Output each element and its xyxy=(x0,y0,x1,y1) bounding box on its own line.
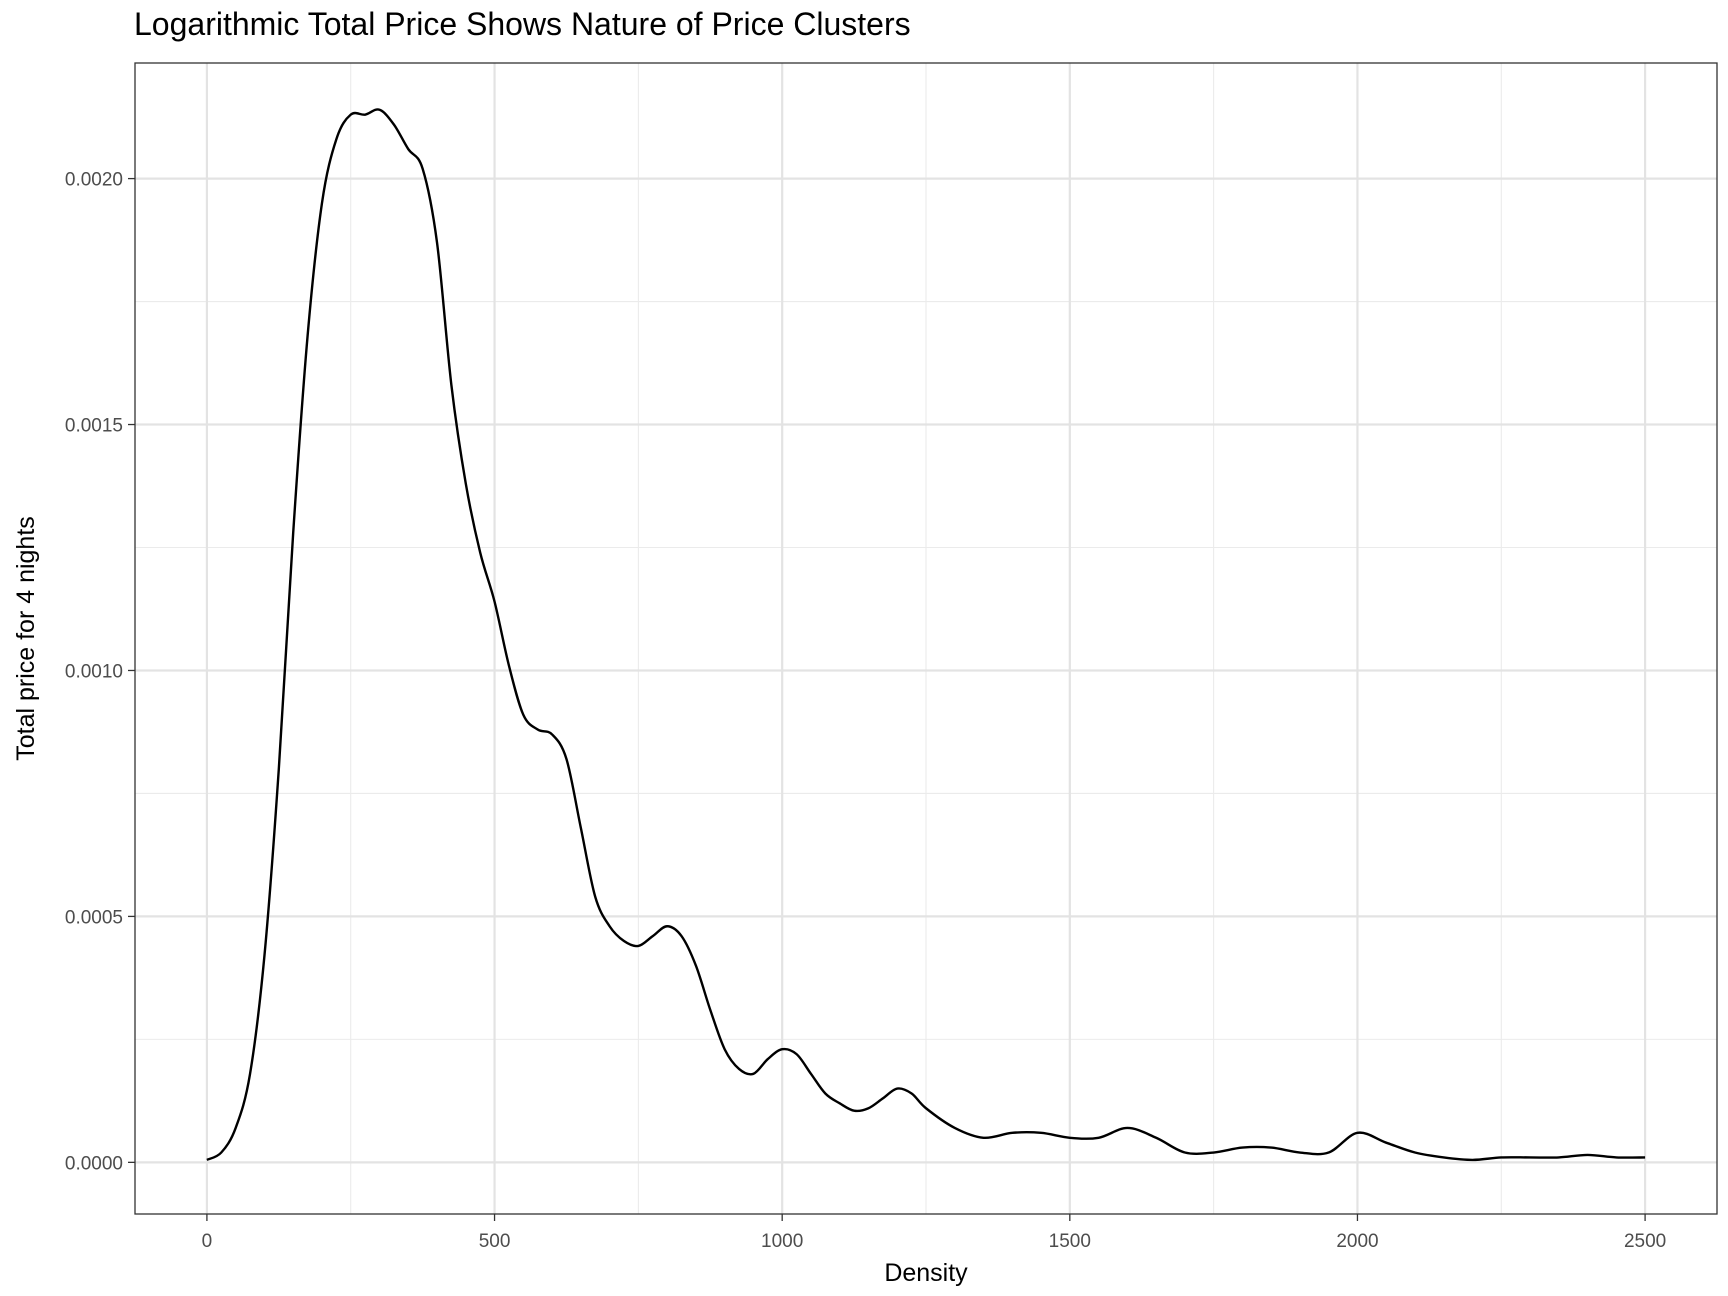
y-axis-title: Total price for 4 nights xyxy=(12,516,40,761)
y-axis: 0.0000 0.0005 0.0010 0.0015 0.0020 xyxy=(65,170,135,1174)
y-tick-label: 0.0010 xyxy=(65,661,123,682)
y-tick-label: 0.0005 xyxy=(65,907,123,928)
x-tick-label: 1000 xyxy=(761,1231,803,1252)
y-tick-label: 0.0015 xyxy=(65,416,123,437)
minor-gridlines xyxy=(135,63,1717,1214)
x-tick-label: 500 xyxy=(479,1231,511,1252)
major-gridlines xyxy=(135,63,1717,1214)
density-line xyxy=(206,108,1646,1162)
x-tick-label: 2500 xyxy=(1624,1231,1666,1252)
chart-title: Logarithmic Total Price Shows Nature of … xyxy=(134,6,911,42)
y-tick-label: 0.0000 xyxy=(65,1153,123,1174)
x-axis-title: Density xyxy=(884,1259,968,1287)
x-axis: 0 500 1000 1500 2000 2500 xyxy=(202,1214,1666,1252)
panel-border xyxy=(134,62,1718,1215)
x-tick-label: 1500 xyxy=(1049,1231,1091,1252)
x-tick-label: 0 xyxy=(202,1231,213,1252)
y-tick-label: 0.0020 xyxy=(65,170,123,191)
data-layer xyxy=(206,108,1646,1162)
x-tick-label: 2000 xyxy=(1336,1231,1378,1252)
